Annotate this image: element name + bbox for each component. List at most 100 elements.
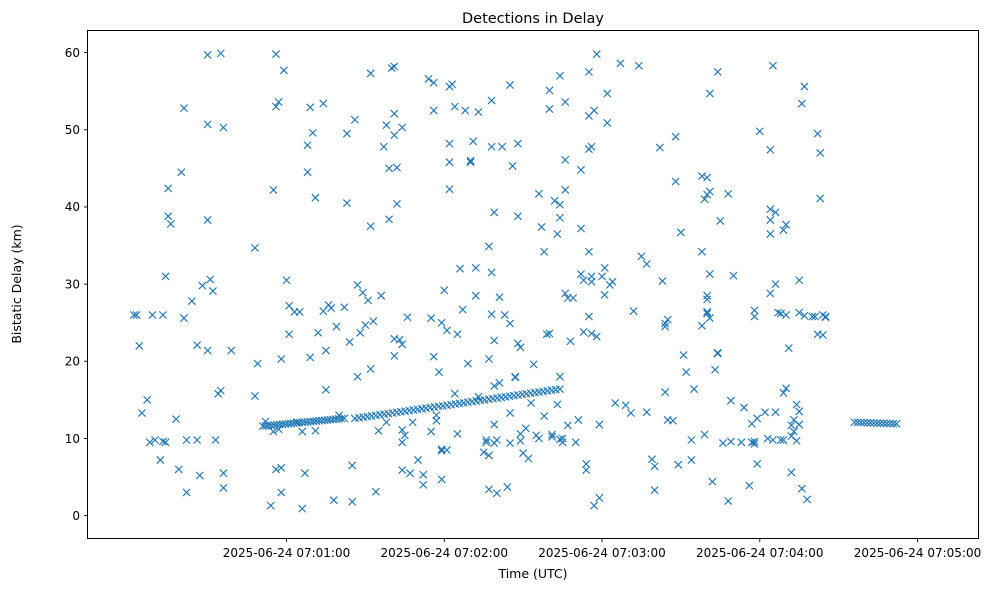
data-point	[193, 435, 202, 445]
data-point	[726, 396, 735, 405]
data-point	[195, 471, 204, 480]
data-point	[158, 310, 167, 319]
data-point	[561, 289, 570, 298]
data-point	[295, 307, 304, 316]
data-point	[492, 435, 501, 445]
data-point	[174, 465, 183, 474]
data-point	[342, 199, 351, 208]
data-point	[813, 129, 822, 138]
data-point	[321, 346, 330, 355]
data-point	[350, 115, 359, 124]
data-point	[690, 385, 699, 394]
data-point	[442, 446, 451, 455]
data-point	[642, 260, 651, 269]
data-point	[219, 469, 228, 478]
data-point	[555, 200, 564, 209]
y-tick-label: 30	[65, 277, 80, 291]
data-point	[329, 496, 338, 505]
data-point	[482, 438, 491, 447]
data-point	[658, 277, 667, 286]
data-point	[250, 243, 259, 252]
data-point	[761, 408, 770, 417]
data-point	[448, 80, 457, 89]
data-point	[584, 312, 593, 321]
data-point	[795, 276, 804, 285]
data-point	[608, 277, 617, 286]
data-point	[792, 400, 801, 409]
data-point	[398, 123, 407, 132]
data-point	[219, 483, 228, 492]
data-point	[319, 307, 328, 316]
data-point	[816, 148, 825, 157]
data-point	[327, 304, 336, 313]
data-point	[569, 293, 578, 303]
data-point	[750, 306, 759, 315]
data-point	[750, 437, 759, 446]
data-point	[406, 469, 415, 478]
data-point	[810, 312, 819, 321]
data-point	[385, 164, 394, 173]
data-point	[703, 173, 712, 182]
data-point	[356, 328, 365, 337]
data-point	[655, 143, 664, 152]
data-point	[561, 97, 570, 107]
data-point	[300, 469, 309, 478]
data-point	[500, 310, 509, 319]
data-point	[642, 408, 651, 417]
data-point	[271, 102, 280, 111]
data-point	[713, 67, 722, 76]
x-tick-label: 2025-06-24 07:03:00	[538, 546, 665, 560]
data-point	[379, 142, 388, 151]
data-point	[860, 418, 869, 427]
data-point	[545, 86, 554, 95]
data-point	[219, 123, 228, 132]
data-point	[792, 436, 801, 445]
data-point	[437, 475, 446, 484]
data-point	[795, 420, 804, 429]
data-point	[398, 438, 407, 447]
data-point	[818, 331, 827, 340]
data-point	[161, 438, 170, 447]
data-point	[269, 427, 278, 436]
data-point	[545, 104, 554, 113]
data-point	[193, 341, 202, 350]
data-point	[427, 427, 436, 436]
data-point	[206, 275, 215, 284]
data-point	[582, 459, 591, 468]
x-axis: 2025-06-24 07:01:00 2025-06-24 07:02:00 20…	[223, 538, 981, 560]
data-point	[361, 321, 370, 330]
y-tick-label: 0	[72, 509, 80, 523]
data-point	[337, 414, 346, 423]
data-point	[629, 307, 638, 316]
data-point	[466, 158, 475, 167]
data-point	[303, 141, 312, 150]
data-point	[753, 459, 762, 468]
chart-title: Detections in Delay	[462, 11, 604, 27]
data-point	[471, 263, 480, 272]
data-point	[311, 426, 320, 435]
data-point	[768, 61, 777, 70]
data-point	[466, 156, 475, 165]
data-point	[713, 348, 722, 357]
data-point	[135, 341, 144, 350]
data-point	[782, 384, 791, 393]
data-point	[271, 465, 280, 474]
data-point	[463, 359, 472, 368]
data-point	[555, 372, 564, 381]
data-point	[566, 337, 575, 346]
data-point	[540, 247, 549, 256]
data-point	[548, 432, 557, 441]
data-point	[371, 487, 380, 496]
data-point	[137, 408, 146, 417]
data-point	[511, 373, 520, 382]
data-point	[663, 315, 672, 324]
data-point	[445, 185, 454, 194]
data-point	[398, 340, 407, 349]
data-point	[587, 329, 596, 338]
data-point	[789, 427, 798, 436]
data-point	[771, 208, 780, 217]
data-point	[216, 386, 225, 395]
data-point	[132, 310, 141, 319]
data-point	[513, 212, 522, 221]
data-point	[558, 438, 567, 447]
